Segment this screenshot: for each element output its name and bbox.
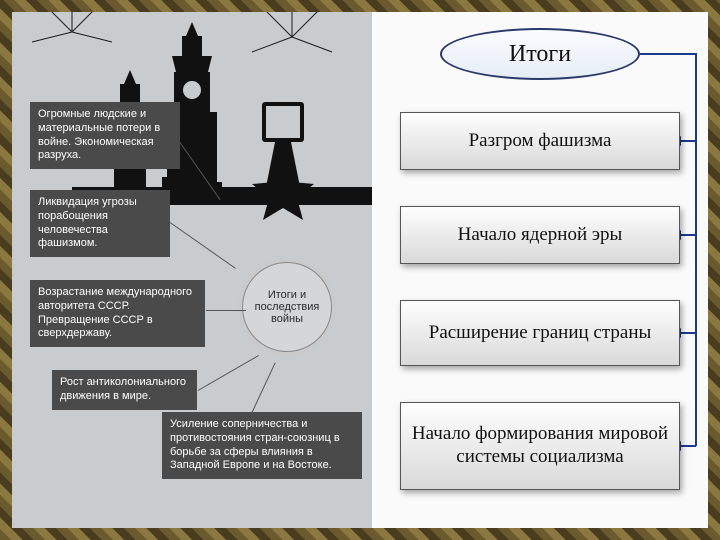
left-box-rivalry: Усиление соперничества и противостояния … bbox=[162, 412, 362, 479]
left-illustration-panel: Итоги и последствия войны Огромные людск… bbox=[12, 12, 372, 528]
result-box-nuclear: Начало ядерной эры bbox=[400, 206, 680, 264]
result-label: Начало ядерной эры bbox=[458, 224, 623, 247]
left-box-text: Огромные людские и материальные потери в… bbox=[38, 108, 160, 161]
connector-line bbox=[252, 362, 276, 412]
connector-line bbox=[198, 355, 259, 391]
patterned-frame: Итоги и последствия войны Огромные людск… bbox=[0, 0, 720, 540]
result-box-socialism: Начало формирования мировой системы соци… bbox=[400, 402, 680, 490]
title-ellipse: Итоги bbox=[440, 28, 640, 80]
connector-line bbox=[206, 310, 246, 311]
center-hub-circle: Итоги и последствия войны bbox=[242, 262, 332, 352]
result-label: Разгром фашизма bbox=[469, 130, 612, 153]
left-box-text: Рост антиколониального движения в мире. bbox=[60, 376, 186, 402]
result-label: Расширение границ страны bbox=[429, 322, 652, 345]
left-box-fascism: Ликвидация угрозы порабощения человечест… bbox=[30, 190, 170, 257]
left-box-authority: Возрастание международного авторитета СС… bbox=[30, 280, 205, 347]
left-box-losses: Огромные людские и материальные потери в… bbox=[30, 102, 180, 169]
left-box-text: Возрастание международного авторитета СС… bbox=[38, 286, 192, 339]
result-box-borders: Расширение границ страны bbox=[400, 300, 680, 366]
result-box-defeat: Разгром фашизма bbox=[400, 112, 680, 170]
result-label: Начало формирования мировой системы соци… bbox=[411, 423, 669, 469]
left-box-anticol: Рост антиколониального движения в мире. bbox=[52, 370, 197, 410]
left-box-text: Ликвидация угрозы порабощения человечест… bbox=[38, 196, 137, 249]
right-results-panel: Итоги Разгром фашизма Начало ядерной эры… bbox=[372, 12, 708, 528]
center-hub-label: Итоги и последствия войны bbox=[243, 289, 331, 325]
left-box-text: Усиление соперничества и противостояния … bbox=[170, 418, 340, 471]
slide-canvas: Итоги и последствия войны Огромные людск… bbox=[12, 12, 708, 528]
title-text: Итоги bbox=[509, 41, 571, 68]
